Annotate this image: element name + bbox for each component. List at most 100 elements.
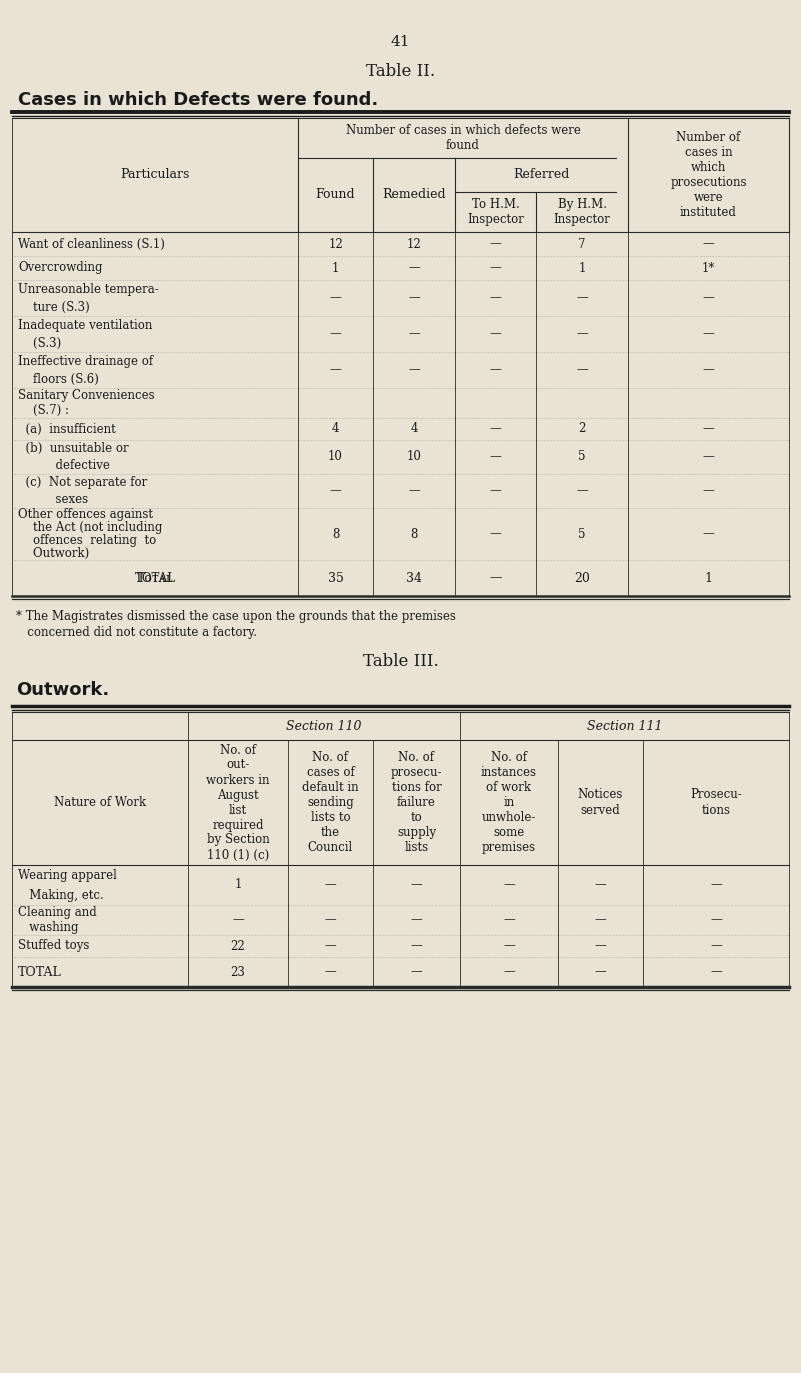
Text: —: — xyxy=(503,939,515,953)
Text: Stuffed toys: Stuffed toys xyxy=(18,939,90,953)
Text: —: — xyxy=(710,939,722,953)
Text: —: — xyxy=(324,965,336,979)
Text: —: — xyxy=(710,913,722,927)
Text: —: — xyxy=(702,364,714,376)
Text: Cases in which Defects were found.: Cases in which Defects were found. xyxy=(18,91,378,108)
Text: —: — xyxy=(330,485,341,497)
Text: offences  relating  to: offences relating to xyxy=(18,534,156,546)
Text: 7: 7 xyxy=(578,238,586,250)
Text: Outwork): Outwork) xyxy=(18,546,89,560)
Text: 22: 22 xyxy=(231,939,245,953)
Text: Cleaning and: Cleaning and xyxy=(18,906,97,919)
Text: 2: 2 xyxy=(578,423,586,435)
Text: —: — xyxy=(702,328,714,341)
Text: 34: 34 xyxy=(406,571,422,585)
Text: —: — xyxy=(489,291,501,305)
Text: TOTAL: TOTAL xyxy=(18,965,62,979)
Text: —: — xyxy=(702,450,714,464)
Text: —: — xyxy=(409,328,420,341)
Text: 1: 1 xyxy=(332,261,339,275)
Text: 23: 23 xyxy=(231,965,245,979)
Text: Unreasonable tempera-: Unreasonable tempera- xyxy=(18,283,159,295)
Text: Ineffective drainage of: Ineffective drainage of xyxy=(18,354,153,368)
Text: —: — xyxy=(411,965,422,979)
Text: Want of cleanliness (S.1): Want of cleanliness (S.1) xyxy=(18,238,165,250)
Text: —: — xyxy=(232,913,244,927)
Text: 1*: 1* xyxy=(702,261,715,275)
Text: —: — xyxy=(503,913,515,927)
Text: No. of
instances
of work
in
unwhole-
some
premises: No. of instances of work in unwhole- som… xyxy=(481,751,537,854)
Text: Overcrowding: Overcrowding xyxy=(18,261,103,275)
Text: Section 110: Section 110 xyxy=(286,719,362,733)
Text: (b)  unsuitable or: (b) unsuitable or xyxy=(18,442,129,454)
Text: —: — xyxy=(489,450,501,464)
Text: —: — xyxy=(330,328,341,341)
Text: —: — xyxy=(710,879,722,891)
Text: —: — xyxy=(409,485,420,497)
Text: washing: washing xyxy=(18,921,78,934)
Text: —: — xyxy=(594,939,606,953)
Text: 10: 10 xyxy=(407,450,421,464)
Text: No. of
out-
workers in
August
list
required
by Section
110 (1) (c): No. of out- workers in August list requi… xyxy=(206,744,270,861)
Text: (a)  insufficient: (a) insufficient xyxy=(18,423,116,435)
Text: —: — xyxy=(409,291,420,305)
Text: —: — xyxy=(702,238,714,250)
Text: —: — xyxy=(409,261,420,275)
Text: —: — xyxy=(576,485,588,497)
Text: the Act (not including: the Act (not including xyxy=(18,520,163,534)
Text: Particulars: Particulars xyxy=(120,169,190,181)
Text: 4: 4 xyxy=(410,423,418,435)
Text: —: — xyxy=(489,423,501,435)
Text: Other offences against: Other offences against xyxy=(18,508,153,520)
Text: —: — xyxy=(710,965,722,979)
Text: Section 111: Section 111 xyxy=(587,719,662,733)
Text: 8: 8 xyxy=(332,527,339,541)
Text: Nature of Work: Nature of Work xyxy=(54,796,146,809)
Text: Making, etc.: Making, etc. xyxy=(18,888,104,902)
Text: —: — xyxy=(324,939,336,953)
Text: —: — xyxy=(324,913,336,927)
Text: Notices
served: Notices served xyxy=(578,788,623,817)
Text: 41: 41 xyxy=(391,34,410,49)
Text: Remedied: Remedied xyxy=(382,188,446,202)
Text: —: — xyxy=(594,879,606,891)
Text: By H.M.
Inspector: By H.M. Inspector xyxy=(553,198,610,227)
Text: —: — xyxy=(409,364,420,376)
Text: Table III.: Table III. xyxy=(363,654,438,670)
Text: 12: 12 xyxy=(407,238,421,250)
Text: —: — xyxy=(489,238,501,250)
Text: —: — xyxy=(411,939,422,953)
Text: 20: 20 xyxy=(574,571,590,585)
Text: Inadequate ventilation: Inadequate ventilation xyxy=(18,319,152,331)
Text: (c)  Not separate for: (c) Not separate for xyxy=(18,476,147,489)
Text: —: — xyxy=(702,423,714,435)
Text: 1: 1 xyxy=(705,571,713,585)
Text: 1: 1 xyxy=(578,261,586,275)
Text: Number of cases in which defects were
found: Number of cases in which defects were fo… xyxy=(345,124,581,152)
Text: —: — xyxy=(576,364,588,376)
Text: ture (S.3): ture (S.3) xyxy=(18,301,90,313)
Text: Found: Found xyxy=(316,188,356,202)
Text: 35: 35 xyxy=(328,571,344,585)
Text: Outwork.: Outwork. xyxy=(16,681,109,699)
Text: No. of
cases of
default in
sending
lists to
the
Council: No. of cases of default in sending lists… xyxy=(302,751,359,854)
Text: Tᴏᴛᴀʟ: Tᴏᴛᴀʟ xyxy=(137,571,173,585)
Text: Sanitary Conveniences: Sanitary Conveniences xyxy=(18,389,155,402)
Text: sexes: sexes xyxy=(18,493,88,507)
Text: —: — xyxy=(489,485,501,497)
Text: —: — xyxy=(489,527,501,541)
Text: 1: 1 xyxy=(235,879,242,891)
Text: concerned did not constitute a factory.: concerned did not constitute a factory. xyxy=(16,626,257,638)
Text: —: — xyxy=(489,364,501,376)
Text: —: — xyxy=(702,291,714,305)
Text: —: — xyxy=(489,571,501,585)
Text: —: — xyxy=(702,527,714,541)
Text: —: — xyxy=(503,879,515,891)
Text: —: — xyxy=(330,364,341,376)
Text: Table II.: Table II. xyxy=(366,63,435,81)
Text: —: — xyxy=(411,879,422,891)
Text: 5: 5 xyxy=(578,527,586,541)
Text: TOTAL: TOTAL xyxy=(135,571,175,585)
Text: —: — xyxy=(411,913,422,927)
Text: * The Magistrates dismissed the case upon the grounds that the premises: * The Magistrates dismissed the case upo… xyxy=(16,610,456,623)
